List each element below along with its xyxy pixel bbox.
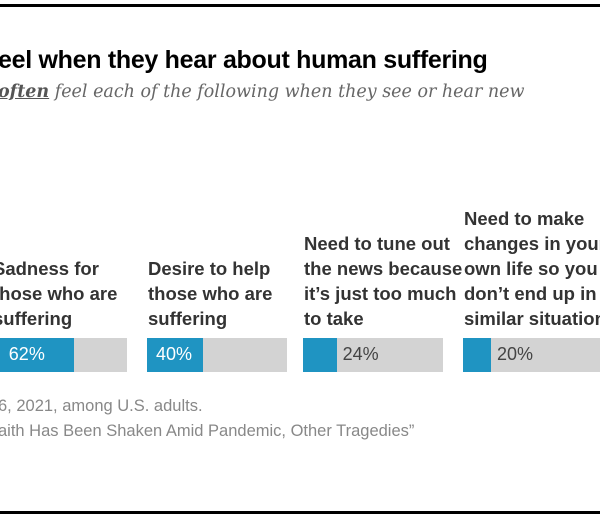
bar-track: 20% xyxy=(463,338,600,372)
chart-subtitle: often feel each of the following when th… xyxy=(0,82,525,102)
category-label: Desire to help those who are suffering xyxy=(148,258,273,329)
category-label: Sadness for those who are suffering xyxy=(0,258,118,329)
value-label: 20% xyxy=(497,344,534,364)
top-rule xyxy=(0,4,600,7)
bar xyxy=(303,338,337,372)
subtitle-emphasis: often xyxy=(0,82,50,102)
bar-track: 62% xyxy=(0,338,127,372)
bottom-rule xyxy=(0,511,600,514)
bar-group: Need to tune out the news because it’s j… xyxy=(303,0,462,519)
bar-track: 24% xyxy=(303,338,443,372)
bar xyxy=(463,338,491,372)
footnote: 6, 2021, among U.S. adults. xyxy=(0,397,203,415)
bar xyxy=(147,338,203,372)
value-label: 24% xyxy=(342,344,379,364)
value-label: 62% xyxy=(8,344,45,364)
value-label: 40% xyxy=(156,344,193,364)
source-note: aith Has Been Shaken Amid Pandemic, Othe… xyxy=(0,422,415,440)
bar-track: 40% xyxy=(147,338,287,372)
bar-group: Desire to help those who are suffering 40… xyxy=(147,0,287,519)
category-label: Need to tune out the news because it’s j… xyxy=(304,233,463,329)
category-label: Need to make changes in your own life so… xyxy=(464,208,600,329)
bar-group: Sadness for those who are suffering 62% xyxy=(0,0,127,519)
bar-group: Need to make changes in your own life so… xyxy=(463,0,600,519)
subtitle-text: feel each of the following when they see… xyxy=(49,82,525,102)
chart-title: eel when they hear about human suffering xyxy=(0,46,488,74)
bar xyxy=(0,338,74,372)
